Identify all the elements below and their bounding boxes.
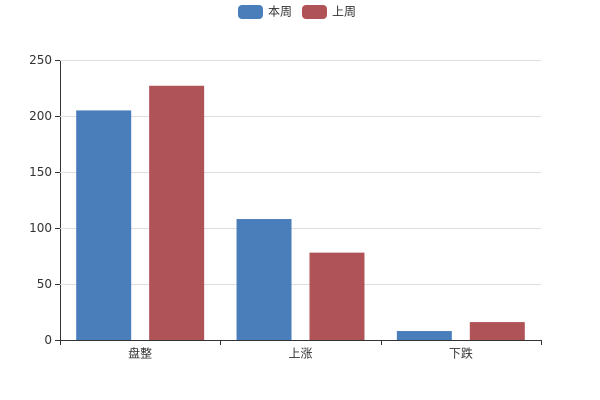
x-tick-label: 盘整 — [128, 346, 152, 361]
bar — [149, 85, 205, 340]
x-tick-label: 下跌 — [449, 346, 473, 361]
bar — [309, 252, 365, 340]
legend-label: 本周 — [268, 5, 292, 19]
bar — [469, 322, 525, 340]
y-tick-label: 200 — [29, 109, 52, 123]
y-tick-label: 250 — [29, 53, 52, 67]
y-tick-label: 50 — [37, 277, 52, 291]
x-tick-label: 上涨 — [288, 346, 312, 361]
y-tick-label: 150 — [29, 165, 52, 179]
bar — [396, 331, 452, 340]
bar — [76, 110, 132, 341]
bar — [236, 219, 292, 340]
legend-label: 上周 — [332, 5, 356, 19]
y-tick-label: 0 — [44, 333, 52, 347]
legend-swatch — [302, 5, 327, 19]
legend-swatch — [238, 5, 263, 19]
y-tick-label: 100 — [29, 221, 52, 235]
